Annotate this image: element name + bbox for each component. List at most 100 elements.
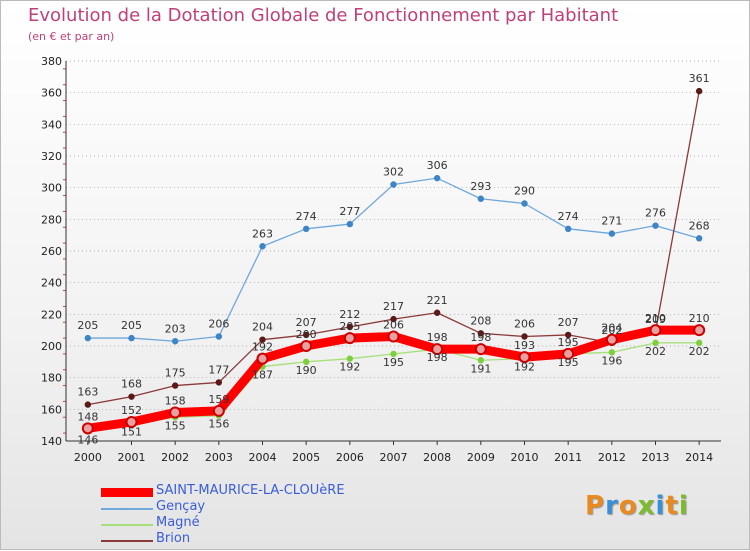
data-label: 195 — [558, 336, 579, 349]
data-label: 277 — [339, 205, 360, 218]
x-tick-label: 2002 — [161, 451, 189, 464]
data-point — [695, 235, 703, 242]
data-point — [564, 331, 572, 339]
data-point — [433, 309, 441, 316]
data-point — [302, 358, 310, 366]
data-label: 302 — [383, 166, 404, 179]
data-label: 290 — [514, 185, 535, 198]
y-tick-label: 140 — [41, 435, 62, 448]
data-point — [431, 343, 444, 356]
series-lines — [81, 87, 706, 435]
data-label: 205 — [77, 319, 98, 332]
data-label: 206 — [208, 318, 229, 331]
data-point — [81, 422, 94, 435]
data-point — [695, 339, 703, 347]
data-label: 207 — [558, 316, 579, 329]
data-label: 274 — [296, 210, 317, 223]
data-point — [477, 195, 485, 202]
data-point — [477, 330, 485, 337]
grid — [66, 60, 721, 442]
data-point — [302, 225, 310, 233]
data-label: 263 — [252, 227, 273, 240]
data-point — [652, 222, 659, 229]
data-label: 195 — [383, 356, 404, 369]
data-point — [128, 393, 135, 400]
data-label: 210 — [645, 312, 666, 325]
x-tick-label: 2012 — [598, 451, 626, 464]
data-point — [562, 347, 575, 360]
data-point — [390, 181, 397, 188]
data-point — [300, 340, 313, 352]
data-point — [346, 220, 354, 228]
x-tick-label: 2004 — [249, 451, 277, 464]
data-label: 155 — [165, 419, 186, 432]
legend-swatch — [101, 508, 153, 510]
data-label: 151 — [121, 426, 142, 439]
data-label: 198 — [470, 331, 491, 344]
legend-swatch — [101, 488, 153, 497]
data-label: 204 — [601, 322, 622, 335]
data-label: 217 — [383, 300, 404, 313]
data-label: 268 — [689, 219, 710, 232]
data-point — [84, 401, 92, 408]
data-label: 192 — [339, 361, 360, 374]
data-label: 177 — [208, 363, 229, 376]
y-tick-label: 260 — [41, 245, 62, 258]
data-label: 207 — [296, 316, 317, 329]
x-tick-label: 2006 — [336, 451, 364, 464]
y-tick-label: 200 — [41, 340, 62, 353]
data-label: 203 — [165, 322, 186, 335]
data-point — [128, 334, 135, 342]
data-point — [256, 352, 269, 365]
legend-swatch — [101, 540, 153, 542]
x-tick-label: 2007 — [380, 451, 408, 464]
data-label: 208 — [470, 314, 491, 327]
data-label: 196 — [601, 354, 622, 367]
data-point — [169, 406, 182, 419]
y-tick-label: 160 — [41, 403, 62, 416]
data-label: 156 — [208, 418, 229, 431]
data-point — [215, 379, 223, 386]
data-point — [649, 324, 662, 337]
y-tick-label: 180 — [41, 372, 62, 385]
y-tick-label: 280 — [41, 213, 62, 226]
data-point — [433, 174, 441, 182]
data-label: 293 — [470, 180, 491, 193]
data-label: 206 — [514, 318, 535, 331]
data-point — [608, 349, 616, 356]
data-point — [259, 336, 266, 343]
legend-label: Gençay — [156, 499, 206, 514]
data-label: 274 — [558, 210, 579, 223]
data-label: 205 — [121, 319, 142, 332]
data-label: 191 — [470, 362, 491, 375]
data-label: 206 — [383, 319, 404, 332]
data-label: 193 — [514, 339, 535, 352]
chart-subtitle: (en € et par an) — [28, 30, 115, 43]
data-label: 146 — [77, 434, 98, 447]
data-label: 361 — [689, 72, 710, 85]
data-label: 192 — [514, 361, 535, 374]
data-point — [695, 87, 703, 95]
data-point — [474, 343, 487, 356]
data-point — [343, 332, 356, 345]
data-point — [387, 330, 400, 343]
x-tick-label: 2005 — [292, 451, 320, 464]
data-label: 210 — [689, 312, 710, 325]
data-point — [518, 351, 531, 364]
y-tick-label: 220 — [41, 308, 62, 321]
data-label: 195 — [558, 356, 579, 369]
x-tick-label: 2008 — [423, 451, 451, 464]
axes: 140 160 180 200 220 240 260 280 300 320 340 360 380 2… — [41, 55, 721, 464]
data-point — [605, 333, 618, 346]
data-point — [564, 225, 572, 233]
data-label: 152 — [121, 404, 142, 417]
data-point — [171, 338, 179, 345]
data-point — [171, 382, 179, 389]
data-label: 306 — [427, 159, 448, 172]
data-label: 190 — [296, 364, 317, 377]
data-point — [390, 350, 397, 358]
data-label: 198 — [427, 351, 448, 364]
data-label: 187 — [252, 369, 273, 382]
